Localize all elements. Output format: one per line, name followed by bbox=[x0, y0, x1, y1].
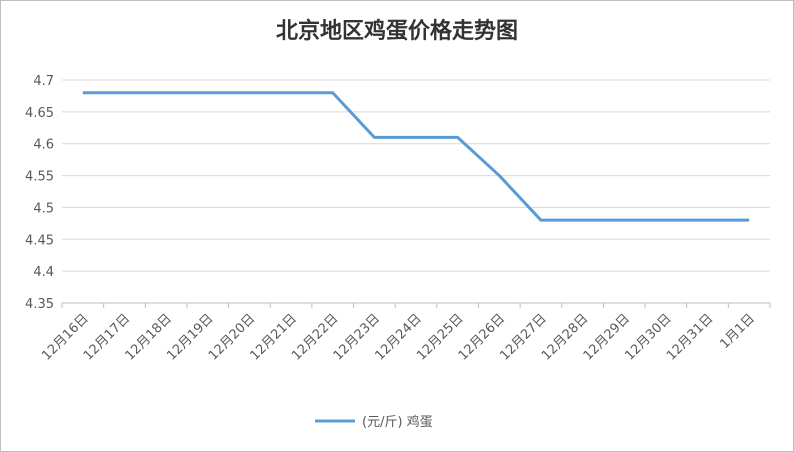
y-tick-label: 4.5 bbox=[33, 201, 54, 216]
y-tick-label: 4.6 bbox=[33, 138, 54, 153]
legend-label: (元/斤) 鸡蛋 bbox=[362, 414, 433, 430]
y-tick-label: 4.55 bbox=[25, 170, 54, 185]
y-tick-label: 4.35 bbox=[25, 297, 54, 312]
series-line bbox=[82, 91, 750, 222]
y-tick-label: 4.7 bbox=[33, 74, 54, 89]
y-tick-label: 4.4 bbox=[33, 265, 54, 280]
chart-title: 北京地区鸡蛋价格走势图 bbox=[276, 18, 518, 44]
y-tick-label: 4.45 bbox=[25, 233, 54, 248]
y-tick-label: 4.65 bbox=[25, 106, 54, 121]
